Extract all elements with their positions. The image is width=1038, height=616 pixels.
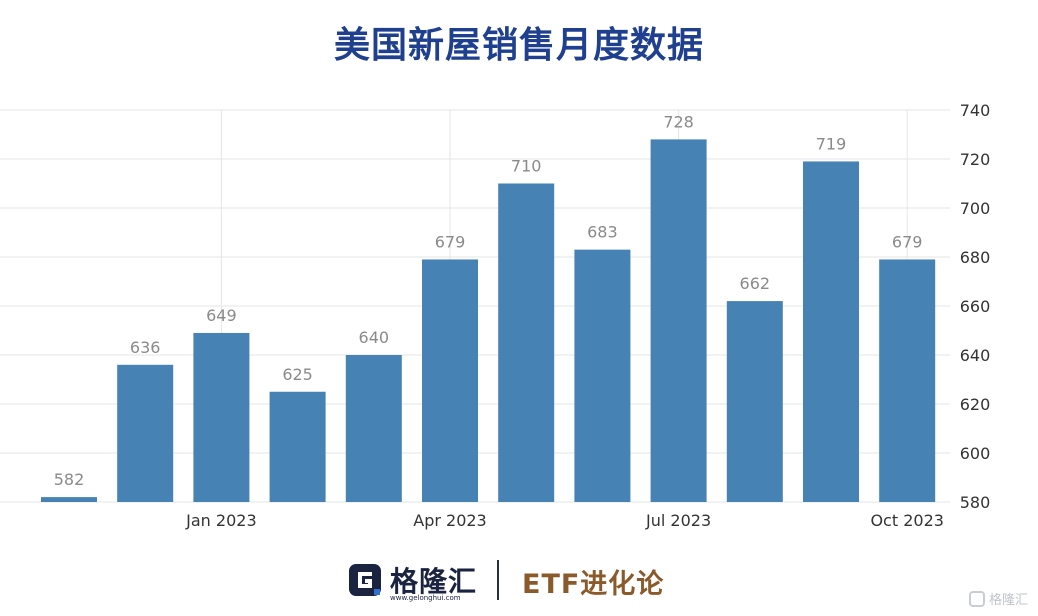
y-tick-label: 720 <box>960 150 991 169</box>
data-label: 679 <box>435 232 466 251</box>
y-tick-label: 580 <box>960 493 991 512</box>
x-tick-label: Apr 2023 <box>413 511 486 530</box>
x-tick-label: Jul 2023 <box>645 511 711 530</box>
bar <box>650 139 707 502</box>
y-tick-label: 600 <box>960 444 991 463</box>
bar <box>726 301 783 502</box>
gelonghui-watermark-icon <box>968 590 985 607</box>
data-label: 625 <box>282 365 313 384</box>
data-label: 728 <box>663 112 694 131</box>
footer-divider <box>497 560 499 600</box>
data-label: 710 <box>511 157 542 176</box>
data-label: 649 <box>206 306 237 325</box>
bar <box>117 364 174 502</box>
bar <box>879 259 936 502</box>
x-tick-label: Jan 2023 <box>185 511 256 530</box>
bar <box>193 332 250 502</box>
y-tick-label: 740 <box>960 101 991 120</box>
y-tick-label: 680 <box>960 248 991 267</box>
data-label: 640 <box>359 328 390 347</box>
brand-name: ETF进化论 <box>522 569 665 600</box>
y-tick-label: 620 <box>960 395 991 414</box>
y-tick-label: 700 <box>960 199 991 218</box>
bar <box>269 391 326 502</box>
y-tick-label: 640 <box>960 346 991 365</box>
gelonghui-g-logo-icon <box>349 564 381 596</box>
bar <box>41 497 97 502</box>
logo-name: 格隆汇 <box>390 565 478 598</box>
bar <box>498 183 555 502</box>
watermark: 格隆汇 <box>968 589 1028 608</box>
logo-url: www.gelonghui.com <box>390 594 461 602</box>
bar <box>345 355 402 502</box>
data-label: 719 <box>816 134 847 153</box>
bar <box>803 161 859 502</box>
bar <box>574 249 631 502</box>
y-tick-label: 660 <box>960 297 991 316</box>
data-label: 679 <box>892 232 923 251</box>
data-label: 662 <box>740 274 771 293</box>
chart-panel: 580 600 620 640 660 680 700 720 740 Jan 2023 Apr 2… <box>0 62 1018 542</box>
footer: 格隆汇 www.gelonghui.com ETF进化论 格隆汇 <box>0 548 1038 616</box>
chart-title: 美国新屋销售月度数据 <box>333 25 704 66</box>
watermark-text: 格隆汇 <box>988 593 1028 608</box>
bar-chart: 580 600 620 640 660 680 700 720 740 Jan 2023 Apr 2… <box>0 101 991 530</box>
data-label: 582 <box>54 470 85 489</box>
data-label: 636 <box>130 338 161 357</box>
data-label: 683 <box>587 223 618 242</box>
x-tick-label: Oct 2023 <box>870 511 943 530</box>
bar <box>422 259 478 502</box>
